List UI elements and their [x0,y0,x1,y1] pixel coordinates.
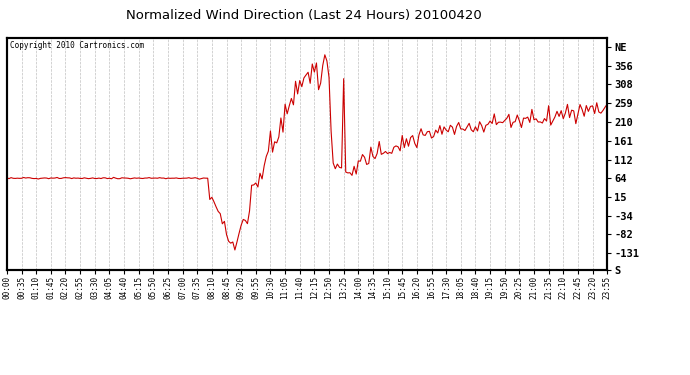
Text: Copyright 2010 Cartronics.com: Copyright 2010 Cartronics.com [10,41,144,50]
Text: Normalized Wind Direction (Last 24 Hours) 20100420: Normalized Wind Direction (Last 24 Hours… [126,9,482,22]
